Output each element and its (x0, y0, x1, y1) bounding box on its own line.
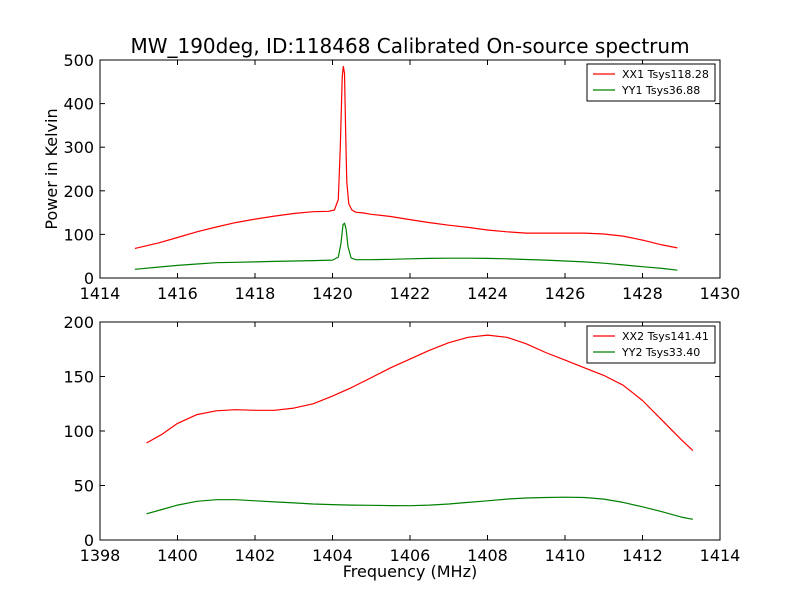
x-tick-label: 1414 (700, 546, 741, 565)
y-tick-label: 400 (63, 95, 94, 114)
x-tick-label: 1428 (622, 284, 663, 303)
y-tick-label: 0 (84, 531, 94, 550)
x-tick-label: 1416 (157, 284, 198, 303)
x-tick-label: 1430 (700, 284, 741, 303)
series-line-yy1 (134, 222, 678, 271)
x-tick-label: 1412 (622, 546, 663, 565)
y-tick-label: 200 (63, 182, 94, 201)
x-tick-label: 1410 (545, 546, 586, 565)
bottom-panel: 1398 1400 1402 1404 1406 1408 1410 1412 1414 0 50 1… (63, 313, 740, 565)
x-tick-label: 1402 (235, 546, 276, 565)
legend: XX2 Tsys141.41 YY2 Tsys33.40 (586, 325, 716, 364)
x-tick-label: 1406 (390, 546, 431, 565)
x-tick-label: 1404 (312, 546, 353, 565)
legend: XX1 Tsys118.28 YY1 Tsys36.88 (586, 63, 716, 102)
y-tick-label: 50 (74, 477, 94, 496)
x-tick-label: 1426 (545, 284, 586, 303)
legend-label: YY2 Tsys33.40 (621, 346, 700, 359)
x-axis-label: Frequency (MHz) (343, 562, 477, 581)
legend-label: XX1 Tsys118.28 (622, 68, 709, 81)
series-line-xx1 (134, 65, 678, 249)
y-tick-label: 0 (84, 269, 94, 288)
x-tick-label: 1420 (312, 284, 353, 303)
chart-title: MW_190deg, ID:118468 Calibrated On-sourc… (130, 34, 689, 58)
top-panel: 1414 1416 1418 1420 1422 1424 1426 1428 1430 0 100… (63, 51, 740, 303)
y-tick-label: 150 (63, 368, 94, 387)
legend-label: YY1 Tsys36.88 (621, 84, 700, 97)
x-tick-label: 1418 (235, 284, 276, 303)
legend-box (586, 63, 716, 102)
series-line-yy2 (146, 496, 694, 520)
legend-box (586, 325, 716, 364)
x-tick-label: 1424 (467, 284, 508, 303)
y-tick-label: 300 (63, 138, 94, 157)
y-axis-label: Power in Kelvin (42, 108, 61, 229)
series-line-xx2 (146, 334, 694, 452)
x-tick-label: 1414 (80, 284, 121, 303)
y-tick-label: 100 (63, 225, 94, 244)
x-tick-label: 1408 (467, 546, 508, 565)
y-tick-label: 500 (63, 51, 94, 70)
y-tick-label: 100 (63, 422, 94, 441)
legend-label: XX2 Tsys141.41 (622, 330, 709, 343)
x-tick-label: 1422 (390, 284, 431, 303)
x-tick-label: 1398 (80, 546, 121, 565)
y-tick-label: 200 (63, 313, 94, 332)
x-tick-label: 1400 (157, 546, 198, 565)
